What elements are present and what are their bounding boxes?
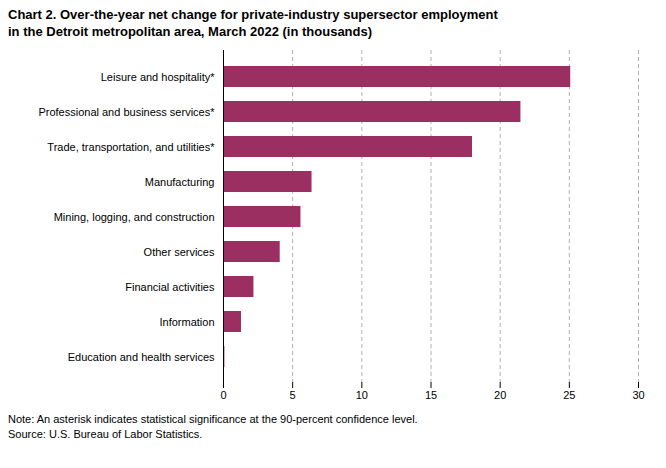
svg-text:Other services: Other services <box>144 246 215 258</box>
svg-text:25: 25 <box>563 389 575 401</box>
svg-text:Trade, transportation, and uti: Trade, transportation, and utilities* <box>47 141 215 153</box>
html-text:Note: An asterisk indicates st: Note: An asterisk indicates statistical … <box>8 413 418 425</box>
svg-text:15: 15 <box>425 389 437 401</box>
svg-text:Manufacturing: Manufacturing <box>145 176 215 188</box>
html-text:in the Detroit metropolitan ar: in the Detroit metropolitan area, March … <box>8 24 373 39</box>
svg-text:Mining, logging, and construct: Mining, logging, and construction <box>54 211 215 223</box>
svg-text:5: 5 <box>290 389 296 401</box>
svg-text:0: 0 <box>220 389 226 401</box>
svg-text:Education and health services: Education and health services <box>68 351 215 363</box>
html-text:Chart 2. Over-the-year net cha: Chart 2. Over-the-year net change for pr… <box>8 7 498 22</box>
html-text:Source: U.S. Bureau of Labor S: Source: U.S. Bureau of Labor Statistics. <box>8 428 203 440</box>
svg-text:Information: Information <box>159 316 214 328</box>
svg-text:Leisure and hospitality*: Leisure and hospitality* <box>101 71 215 83</box>
svg-text:Professional and business serv: Professional and business services* <box>38 106 215 118</box>
svg-text:30: 30 <box>632 389 644 401</box>
svg-text:10: 10 <box>356 389 368 401</box>
svg-text:20: 20 <box>494 389 506 401</box>
svg-text:Financial activities: Financial activities <box>125 281 215 293</box>
